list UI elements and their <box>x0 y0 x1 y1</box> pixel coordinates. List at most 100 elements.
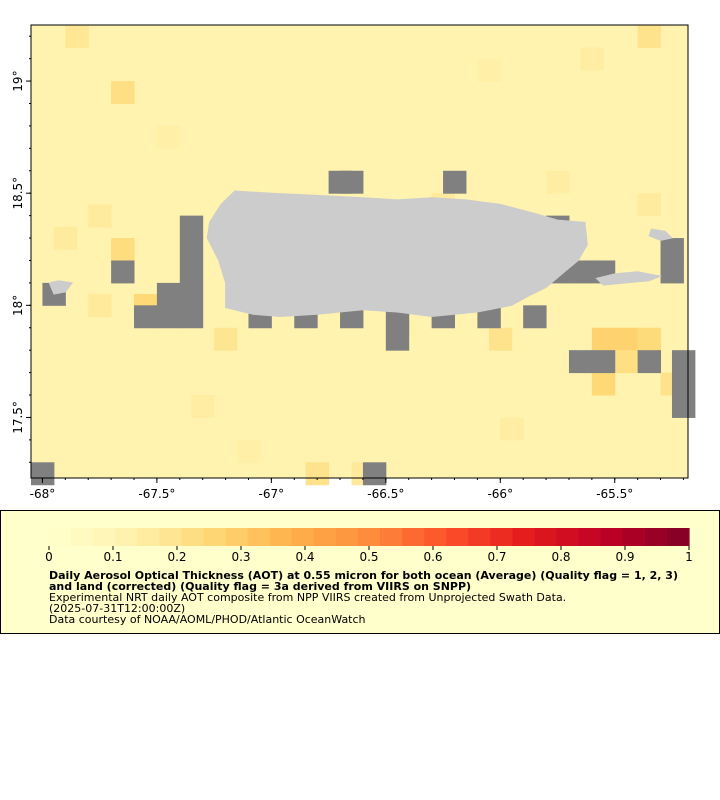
legend-subtitle: Experimental NRT daily AOT composite fro… <box>49 591 567 604</box>
lon-tick-label: -65.5° <box>596 487 633 501</box>
colorbar-bin <box>181 528 205 546</box>
colorbar-bin <box>357 528 381 546</box>
land-mona <box>48 280 74 295</box>
no-data-cell <box>340 170 364 194</box>
lat-tick-label: 19° <box>11 70 25 91</box>
no-data-cell <box>31 462 55 486</box>
colorbar-bin <box>644 528 668 546</box>
colorbar-bin <box>446 528 469 546</box>
aot-cell <box>214 327 238 351</box>
aot-cell <box>500 417 524 441</box>
colorbar-bins <box>49 528 690 546</box>
colorbar-tick-label: 0.8 <box>551 550 570 564</box>
no-data-cell <box>591 350 616 374</box>
colorbar-tick-label: 0.7 <box>487 550 506 564</box>
lat-tick-label: 17.5° <box>11 401 25 434</box>
colorbar-bin <box>159 528 183 546</box>
colorbar-legend: 0 0.1 0.2 0.3 0.4 0.5 0.6 0.7 0.8 0.9 1 Daily Aero… <box>0 510 720 634</box>
colorbar-bin <box>622 528 646 546</box>
colorbar-bin <box>203 528 227 546</box>
colorbar-bin <box>49 528 72 546</box>
no-data-cell <box>671 350 696 374</box>
lon-tick-label: -66° <box>487 487 513 501</box>
colorbar-tick-label: 0.3 <box>231 550 250 564</box>
aot-cell <box>591 372 616 396</box>
colorbar-bin <box>534 528 558 546</box>
land-vieques <box>595 271 663 286</box>
no-data-cell <box>637 350 662 374</box>
aot-cell <box>637 193 662 217</box>
aot-cell <box>488 327 513 351</box>
colorbar-bin <box>600 528 624 546</box>
no-data-cell <box>179 305 204 329</box>
aot-cell <box>477 58 501 82</box>
aot-cell <box>305 462 330 486</box>
aot-cell <box>637 25 662 48</box>
no-data-cell <box>156 305 181 329</box>
legend-timestamp: (2025-07-31T12:00:00Z) <box>49 602 186 615</box>
colorbar-tick-label: 0.6 <box>423 550 442 564</box>
colorbar-tick-label: 0.5 <box>359 550 378 564</box>
land-layer <box>48 190 674 318</box>
aot-cell <box>65 25 89 48</box>
colorbar-bin <box>225 528 249 546</box>
no-data-cell <box>660 260 684 284</box>
land-culebra <box>648 228 674 241</box>
colorbar-bin <box>93 528 116 546</box>
aot-cell <box>580 47 604 71</box>
colorbar-bin <box>313 528 337 546</box>
lon-tick-label: -67° <box>259 487 285 501</box>
colorbar-bin <box>269 528 293 546</box>
aot-map: -68° -67.5° -67° -66.5° -66° -65.5° 19° 18.5° 18… <box>11 24 696 501</box>
land-main-island <box>206 190 588 318</box>
aot-cell <box>614 350 639 374</box>
no-data-cell <box>523 305 547 329</box>
colorbar: 0 0.1 0.2 0.3 0.4 0.5 0.6 0.7 0.8 0.9 1 <box>45 528 693 564</box>
colorbar-tick-label: 1 <box>685 550 693 564</box>
colorbar-bin <box>512 528 536 546</box>
aot-cell <box>191 395 215 418</box>
colorbar-bin <box>402 528 425 546</box>
colorbar-bin <box>71 528 94 546</box>
colorbar-bin <box>424 528 447 546</box>
no-data-cell <box>660 238 684 261</box>
lon-tick-label: -66.5° <box>367 487 404 501</box>
colorbar-bin <box>578 528 602 546</box>
aot-cell <box>111 81 135 104</box>
colorbar-tick-label: 0.9 <box>615 550 634 564</box>
colorbar-bin <box>468 528 491 546</box>
colorbar-bin <box>490 528 514 546</box>
colorbar-ticks: 0 0.1 0.2 0.3 0.4 0.5 0.6 0.7 0.8 0.9 1 <box>45 546 693 564</box>
aot-cell <box>88 294 112 318</box>
colorbar-tick-label: 0.2 <box>167 550 186 564</box>
no-data-cell <box>179 282 204 306</box>
colorbar-tick-label: 0 <box>45 550 53 564</box>
no-data-cell <box>156 282 181 306</box>
colorbar-tick-label: 0.4 <box>295 550 314 564</box>
legend-credit: Data courtesy of NOAA/AOML/PHOD/Atlantic… <box>49 613 366 626</box>
no-data-cell <box>362 462 387 486</box>
no-data-cell <box>179 260 204 284</box>
aot-cell <box>53 226 78 250</box>
aot-cell <box>237 439 261 463</box>
colorbar-bin <box>137 528 160 546</box>
no-data-cell <box>443 170 467 194</box>
axis-ticks: -68° -67.5° -67° -66.5° -66° -65.5° 19° 18.5° 18… <box>11 35 684 501</box>
aot-cell <box>156 125 181 149</box>
legend-title: Daily Aerosol Optical Thickness (AOT) at… <box>49 569 678 593</box>
colorbar-tick-label: 0.1 <box>103 550 122 564</box>
aot-cell <box>637 327 662 351</box>
lon-tick-label: -68° <box>30 487 56 501</box>
colorbar-bin <box>666 528 690 546</box>
aot-cell <box>111 238 135 261</box>
no-data-cell <box>671 395 696 418</box>
aot-cell <box>88 204 112 228</box>
colorbar-bin <box>335 528 359 546</box>
colorbar-bin <box>291 528 315 546</box>
no-data-cell <box>671 372 696 396</box>
no-data-cell <box>385 327 410 351</box>
lat-tick-label: 18° <box>11 295 25 316</box>
colorbar-bin <box>556 528 580 546</box>
colorbar-bin <box>380 528 403 546</box>
no-data-cell <box>568 350 593 374</box>
